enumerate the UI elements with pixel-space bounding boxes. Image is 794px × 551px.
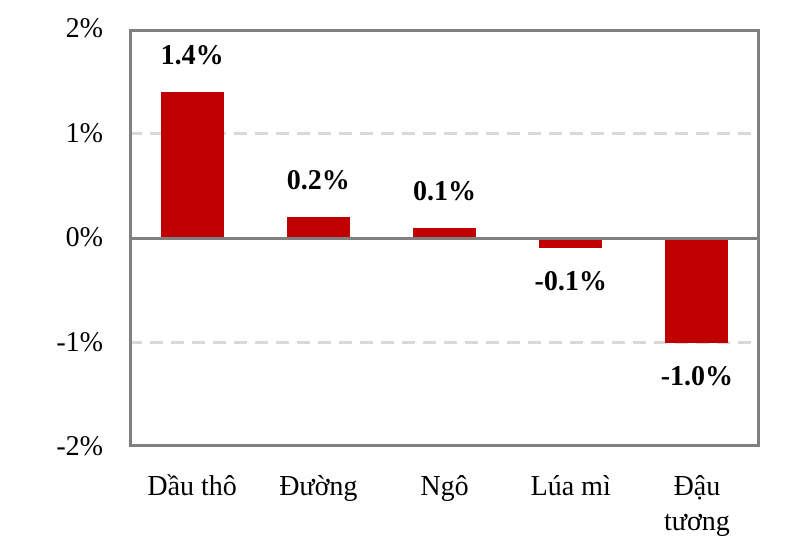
- gridline: [129, 341, 760, 344]
- gridline: [129, 132, 760, 135]
- y-tick-label: 0%: [65, 222, 103, 253]
- bar: [539, 238, 603, 249]
- data-label: 1.4%: [160, 39, 224, 71]
- category-label: Đường: [279, 471, 358, 502]
- category-label: Ngô: [420, 471, 469, 502]
- data-label: 0.2%: [286, 165, 350, 197]
- bar: [413, 227, 476, 238]
- y-tick-label: -2%: [56, 431, 103, 462]
- bar: [665, 238, 729, 343]
- plot-area: 1.4% 0.2% 0.1% -0.1% -1.0%: [129, 29, 760, 447]
- data-label: -0.1%: [534, 266, 607, 298]
- y-tick-label: 1%: [65, 117, 103, 149]
- data-label: 0.1%: [412, 175, 476, 207]
- zero-axis-line: [129, 236, 760, 240]
- category-label: Dầu thô: [147, 471, 237, 502]
- data-label: -1.0%: [660, 360, 734, 392]
- category-label: Đậu tương: [664, 471, 730, 537]
- bar: [286, 217, 350, 238]
- y-tick-label: 2%: [65, 13, 103, 44]
- category-label: Lúa mì: [530, 471, 611, 502]
- bar: [160, 91, 224, 238]
- y-tick-label: -1%: [56, 326, 103, 358]
